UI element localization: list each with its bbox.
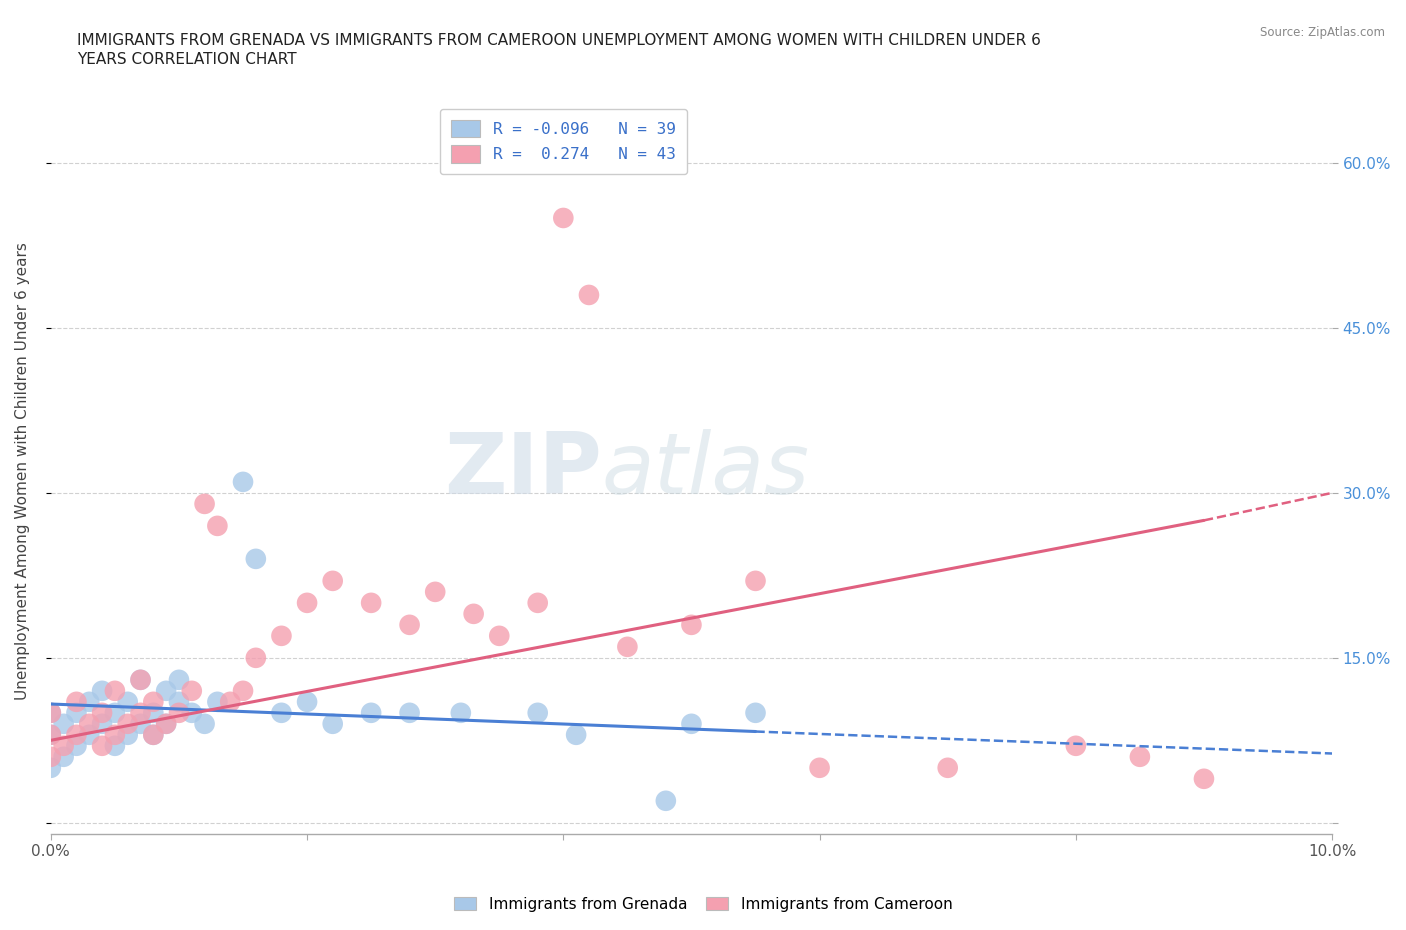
Point bbox=[207, 695, 229, 710]
Point bbox=[425, 584, 447, 599]
Point bbox=[142, 727, 165, 742]
Point bbox=[167, 672, 190, 687]
Point bbox=[270, 629, 292, 644]
Point bbox=[77, 727, 100, 742]
Point bbox=[488, 629, 510, 644]
Point bbox=[207, 518, 229, 533]
Point bbox=[616, 640, 638, 655]
Legend: Immigrants from Grenada, Immigrants from Cameroon: Immigrants from Grenada, Immigrants from… bbox=[447, 890, 959, 918]
Point bbox=[194, 497, 217, 512]
Point bbox=[398, 705, 420, 720]
Point bbox=[52, 716, 75, 731]
Point bbox=[232, 684, 254, 698]
Point bbox=[295, 695, 318, 710]
Point bbox=[553, 210, 575, 225]
Point bbox=[39, 705, 62, 720]
Point bbox=[194, 716, 217, 731]
Y-axis label: Unemployment Among Women with Children Under 6 years: Unemployment Among Women with Children U… bbox=[15, 242, 30, 700]
Point bbox=[142, 727, 165, 742]
Point bbox=[360, 595, 382, 610]
Point bbox=[104, 727, 127, 742]
Point bbox=[91, 738, 114, 753]
Point bbox=[129, 716, 152, 731]
Point bbox=[232, 474, 254, 489]
Point bbox=[526, 595, 548, 610]
Point bbox=[526, 705, 548, 720]
Point bbox=[167, 695, 190, 710]
Point bbox=[65, 727, 87, 742]
Point bbox=[39, 727, 62, 742]
Point bbox=[39, 750, 62, 764]
Point bbox=[91, 716, 114, 731]
Point bbox=[322, 716, 344, 731]
Point bbox=[129, 672, 152, 687]
Text: atlas: atlas bbox=[602, 430, 810, 512]
Point bbox=[65, 738, 87, 753]
Point bbox=[77, 695, 100, 710]
Point bbox=[129, 705, 152, 720]
Legend: R = -0.096   N = 39, R =  0.274   N = 43: R = -0.096 N = 39, R = 0.274 N = 43 bbox=[440, 109, 686, 174]
Text: ZIP: ZIP bbox=[444, 430, 602, 512]
Point bbox=[398, 618, 420, 632]
Point bbox=[565, 727, 588, 742]
Point bbox=[681, 618, 703, 632]
Text: Source: ZipAtlas.com: Source: ZipAtlas.com bbox=[1260, 26, 1385, 39]
Point bbox=[1129, 750, 1152, 764]
Point bbox=[104, 684, 127, 698]
Point bbox=[808, 761, 831, 776]
Point bbox=[77, 716, 100, 731]
Point bbox=[744, 705, 766, 720]
Point bbox=[39, 727, 62, 742]
Point bbox=[270, 705, 292, 720]
Point bbox=[91, 684, 114, 698]
Point bbox=[129, 672, 152, 687]
Point bbox=[578, 287, 600, 302]
Point bbox=[463, 606, 485, 621]
Point bbox=[450, 705, 472, 720]
Point bbox=[1064, 738, 1087, 753]
Point bbox=[104, 738, 127, 753]
Point bbox=[104, 705, 127, 720]
Point bbox=[39, 705, 62, 720]
Point bbox=[52, 738, 75, 753]
Point bbox=[167, 705, 190, 720]
Point bbox=[142, 695, 165, 710]
Point bbox=[65, 705, 87, 720]
Point bbox=[180, 684, 202, 698]
Point bbox=[295, 595, 318, 610]
Point bbox=[65, 695, 87, 710]
Point bbox=[180, 705, 202, 720]
Point bbox=[117, 716, 139, 731]
Point bbox=[91, 705, 114, 720]
Point bbox=[322, 574, 344, 589]
Text: IMMIGRANTS FROM GRENADA VS IMMIGRANTS FROM CAMEROON UNEMPLOYMENT AMONG WOMEN WIT: IMMIGRANTS FROM GRENADA VS IMMIGRANTS FR… bbox=[77, 33, 1042, 67]
Point bbox=[245, 650, 267, 665]
Point bbox=[117, 695, 139, 710]
Point bbox=[117, 727, 139, 742]
Point bbox=[245, 551, 267, 566]
Point bbox=[744, 574, 766, 589]
Point bbox=[936, 761, 959, 776]
Point bbox=[155, 716, 177, 731]
Point bbox=[681, 716, 703, 731]
Point bbox=[39, 761, 62, 776]
Point bbox=[1192, 771, 1215, 786]
Point bbox=[52, 750, 75, 764]
Point bbox=[155, 716, 177, 731]
Point bbox=[655, 793, 678, 808]
Point bbox=[360, 705, 382, 720]
Point bbox=[155, 684, 177, 698]
Point bbox=[142, 705, 165, 720]
Point bbox=[219, 695, 242, 710]
